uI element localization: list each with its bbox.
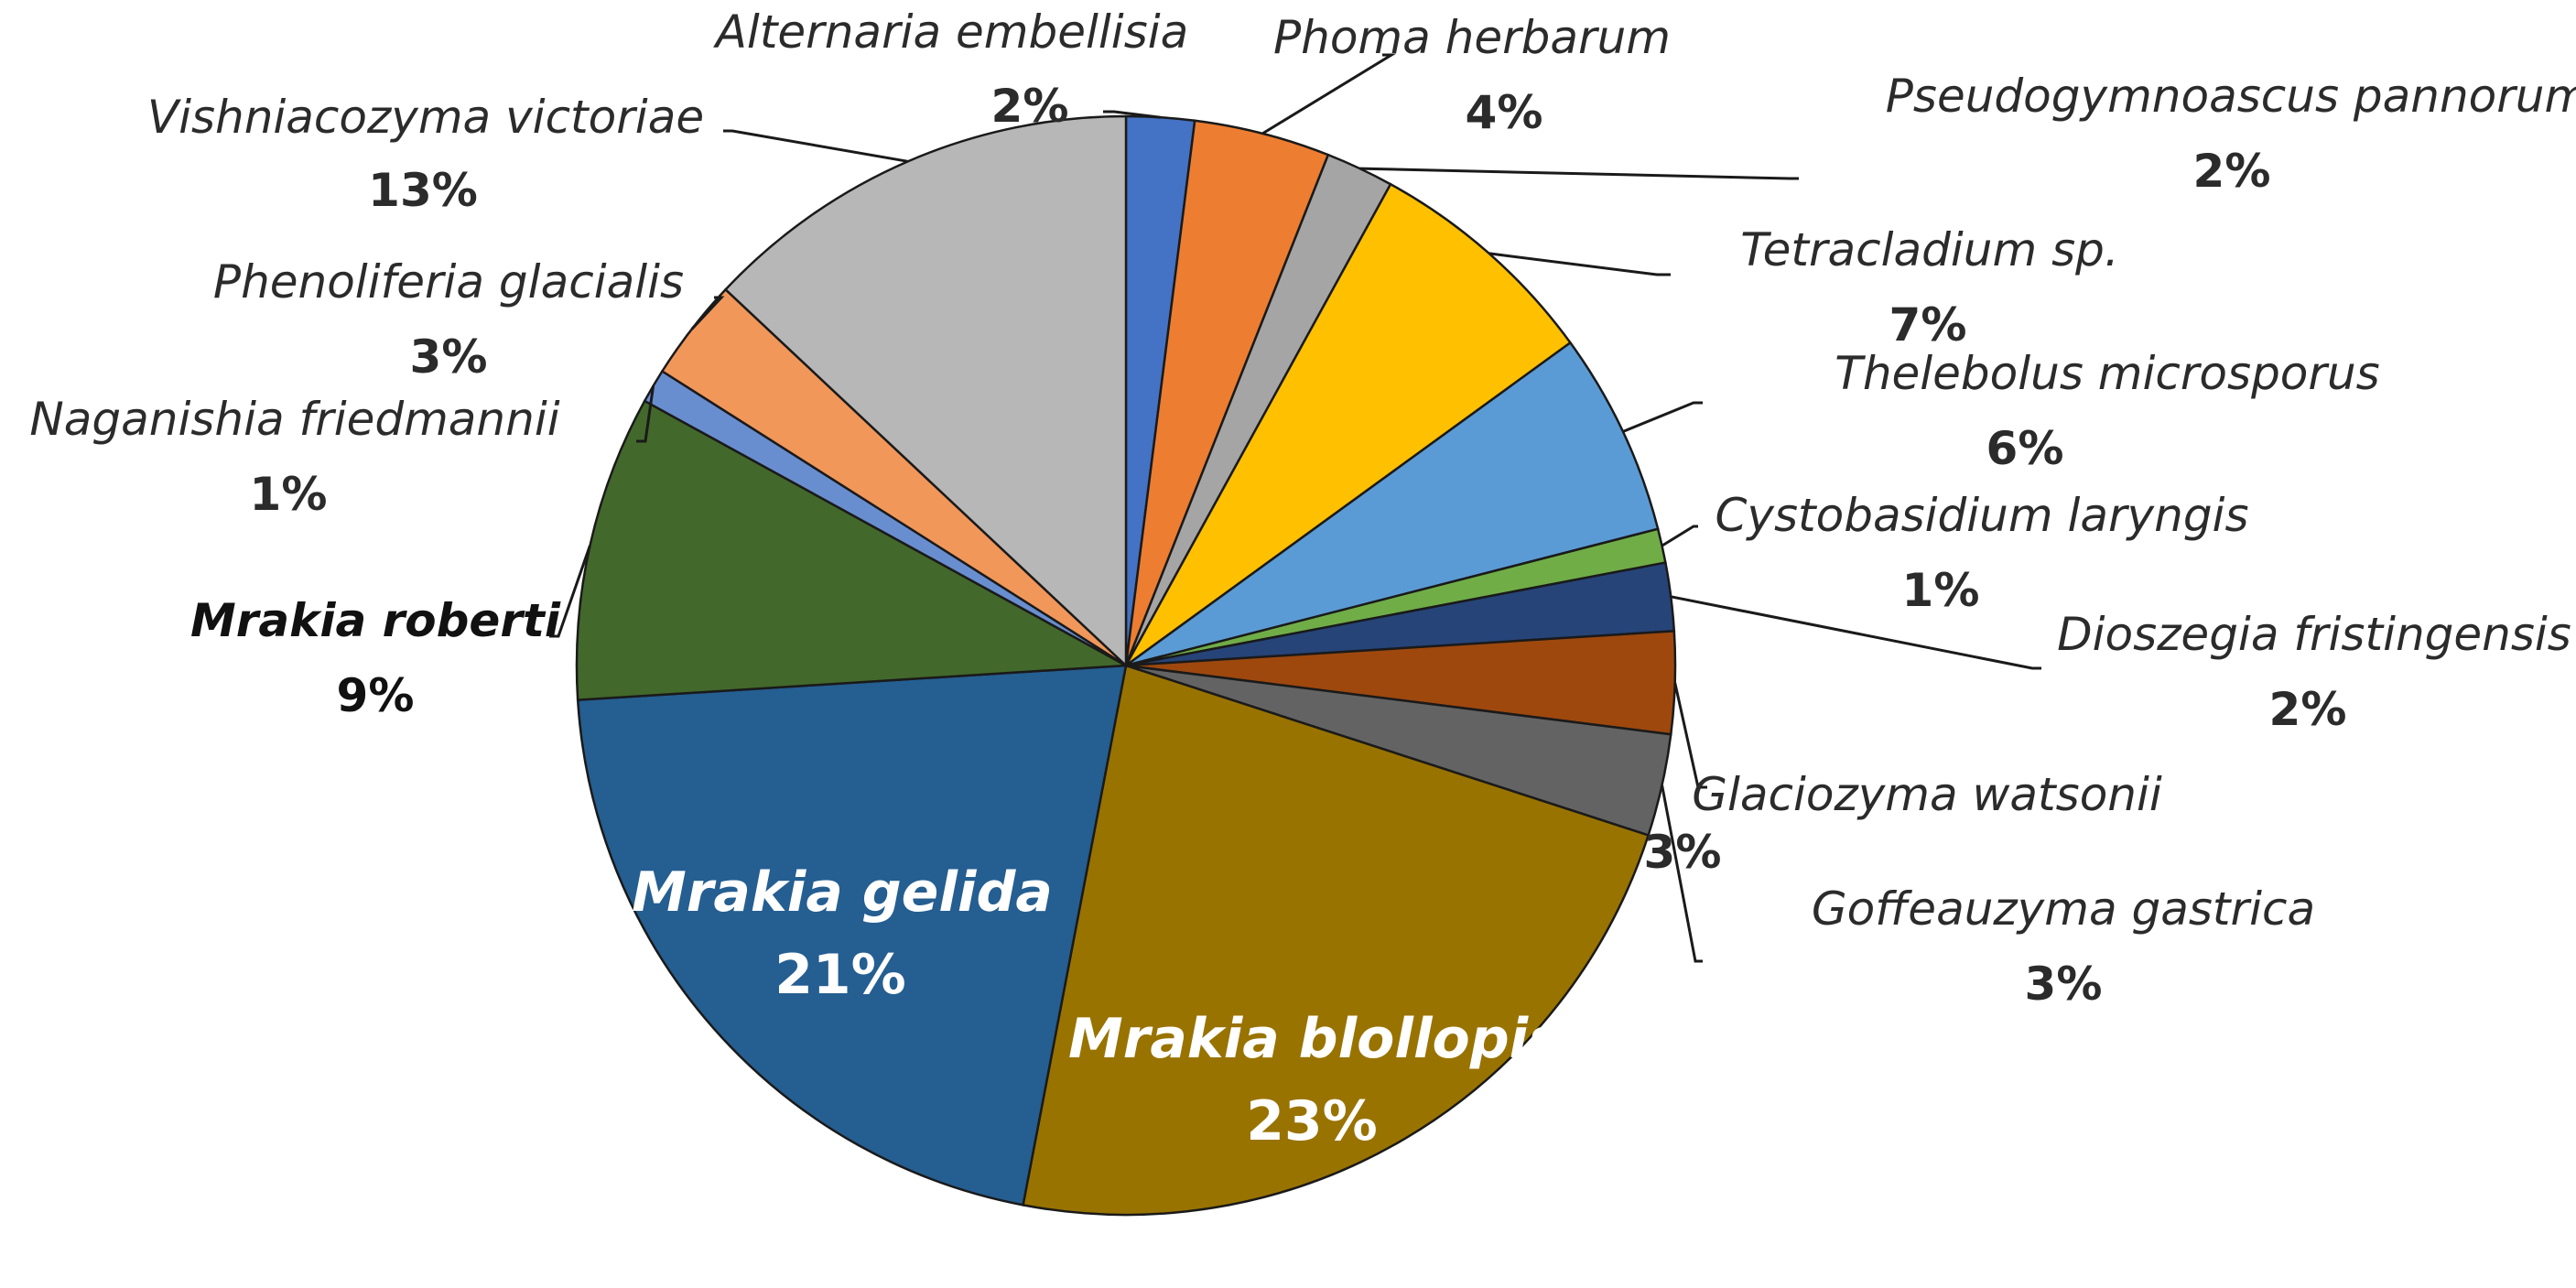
leader-goffeauzyma-gastrica	[1661, 785, 1703, 963]
slice-mrakia-gelida	[576, 664, 1128, 1207]
label-cystobasidium-laryngis: Cystobasidium laryngis	[1715, 489, 2248, 542]
pct-dioszegia-fristingensis: 2%	[2269, 683, 2347, 736]
pct-tetracladium-sp: 7%	[1889, 298, 1967, 352]
label-pseudogymnoascus-pannorum: Pseudogymnoascus pannorum	[1886, 70, 2576, 123]
label-alternaria-embellisia: Alternaria embellisia	[713, 5, 1189, 59]
leader-mrakia-roberti	[549, 545, 591, 638]
leader-naganishia-friedmannii	[636, 385, 655, 443]
pct-goffeauzyma-gastrica: 3%	[2025, 958, 2103, 1011]
label-tetracladium-sp: Tetracladium sp.	[1740, 223, 2119, 276]
label-dioszegia-fristingensis: Dioszegia fristingensis	[2057, 608, 2571, 661]
slice-thelebolus-microsporus	[1125, 341, 1660, 667]
slice-mrakia-roberti	[575, 399, 1131, 701]
leader-alternaria-embellisia	[1103, 110, 1161, 119]
label-goffeauzyma-gastrica: Goffeauzyma gastrica	[1812, 882, 2315, 936]
label-mrakia-blollopis: Mrakia blollopis	[1068, 1007, 1561, 1071]
pct-naganishia-friedmannii: 1%	[250, 468, 328, 521]
pct-cystobasidium-laryngis: 1%	[1902, 564, 1980, 617]
leader-phenoliferia-glacialis	[690, 296, 725, 330]
leader-phoma-herbarum	[1261, 53, 1397, 135]
pct-alternaria-embellisia: 2%	[991, 80, 1069, 133]
label-vishniacozyma-victoriae: Vishniacozyma victoriae	[147, 91, 704, 144]
label-phoma-herbarum: Phoma herbarum	[1273, 11, 1671, 64]
leader-tetracladium-sp	[1488, 252, 1671, 276]
slice-mrakia-blollopis	[1022, 664, 1651, 1217]
label-naganishia-friedmannii: Naganishia friedmannii	[29, 393, 559, 446]
pct-mrakia-blollopis: 23%	[1246, 1089, 1378, 1153]
pct-pseudogymnoascus-pannorum: 2%	[2193, 145, 2271, 198]
label-mrakia-roberti: Mrakia roberti	[190, 594, 561, 647]
slice-tetracladium-sp	[1124, 182, 1573, 667]
pct-vishniacozyma-victoriae: 13%	[368, 164, 478, 217]
leader-glaciozyma-watsonii	[1673, 682, 1707, 789]
pct-phenoliferia-glacialis: 3%	[410, 330, 488, 384]
slice-vishniacozyma-victoriae	[723, 114, 1128, 668]
pct-thelebolus-microsporus: 6%	[1986, 422, 2064, 475]
label-thelebolus-microsporus: Thelebolus microsporus	[1835, 347, 2379, 400]
slice-labels: Alternaria embellisia 2% Phoma herbarum …	[29, 5, 2576, 1153]
leader-vishniacozyma-victoriae	[723, 129, 908, 163]
leader-pseudogymnoascus-pannorum	[1359, 167, 1799, 180]
label-mrakia-gelida: Mrakia gelida	[632, 860, 1053, 925]
pct-mrakia-gelida: 21%	[774, 943, 906, 1007]
leader-dioszegia-fristingensis	[1671, 595, 2041, 670]
pie-slices	[575, 114, 1677, 1217]
leader-lines	[549, 53, 2041, 963]
pct-glaciozyma-watsonii: 3%	[1644, 826, 1722, 879]
leader-thelebolus-microsporus	[1622, 401, 1703, 433]
label-glaciozyma-watsonii: Glaciozyma watsonii	[1692, 768, 2162, 821]
pct-mrakia-roberti: 9%	[337, 669, 415, 722]
label-phenoliferia-glacialis: Phenoliferia glacialis	[213, 255, 684, 308]
leader-cystobasidium-laryngis	[1661, 525, 1698, 547]
pct-phoma-herbarum: 4%	[1466, 86, 1543, 139]
